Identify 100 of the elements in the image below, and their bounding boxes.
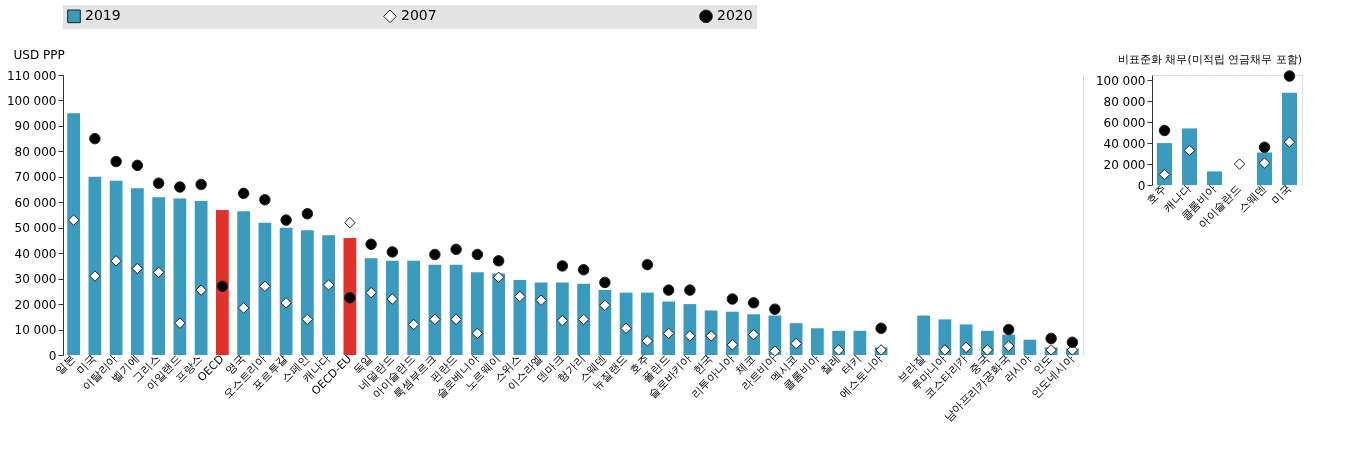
bar [428, 264, 442, 355]
point [960, 341, 972, 354]
point [1002, 323, 1015, 336]
point [1283, 70, 1296, 82]
bar [258, 222, 272, 355]
point [492, 271, 505, 284]
bar [1182, 128, 1197, 185]
point [89, 270, 101, 282]
point [471, 327, 484, 340]
point [641, 258, 654, 271]
y-tick-label: 20 000 [14, 297, 57, 312]
y-tick-label: 100 000 [6, 93, 57, 108]
bar [641, 292, 654, 355]
point [747, 328, 760, 341]
point [577, 313, 590, 326]
y-tick-label: 90 000 [14, 119, 57, 134]
point [1002, 340, 1015, 352]
bar [173, 198, 187, 355]
point [259, 280, 271, 293]
point [1066, 336, 1079, 349]
point [662, 284, 675, 296]
bar [577, 283, 590, 355]
bar [513, 279, 527, 355]
bar [598, 290, 612, 355]
point [1183, 144, 1196, 157]
legend-label: 2020 [717, 7, 753, 24]
bar [364, 258, 378, 355]
point [556, 314, 569, 327]
point [237, 302, 250, 314]
bar [322, 235, 335, 355]
y-tick-label: 0 [48, 348, 57, 363]
point [110, 255, 122, 267]
bar [1023, 339, 1037, 355]
y-tick-label: 40 000 [14, 246, 57, 261]
point [280, 297, 292, 309]
point [131, 159, 144, 172]
bar [1282, 92, 1297, 185]
bar [88, 176, 102, 355]
point [407, 318, 420, 331]
point [344, 291, 356, 304]
point [684, 330, 696, 342]
point [747, 297, 760, 309]
point [450, 313, 462, 326]
point [152, 266, 165, 279]
bar [811, 328, 824, 355]
point [237, 187, 250, 200]
bar [449, 264, 463, 355]
point [174, 317, 186, 329]
point [769, 303, 781, 315]
point [216, 280, 229, 293]
bar [152, 197, 165, 355]
legend-label: 2007 [401, 7, 437, 24]
point [535, 294, 547, 307]
point [726, 293, 739, 305]
point [1258, 141, 1271, 154]
y-tick-label: 30 000 [14, 272, 57, 287]
point [514, 290, 526, 303]
point [301, 207, 314, 220]
y-tick-label: 70 000 [14, 170, 57, 185]
point [67, 214, 80, 226]
point [365, 286, 377, 299]
point [599, 276, 611, 289]
bar [301, 230, 314, 355]
bar [386, 260, 399, 355]
point [195, 178, 207, 191]
bar [279, 227, 293, 355]
bar [109, 180, 123, 355]
y-tick-label: 110 000 [6, 68, 57, 83]
y-tick-label: 80 000 [1103, 94, 1146, 109]
point [1158, 168, 1171, 181]
point [450, 243, 462, 256]
bar [216, 209, 229, 355]
point [280, 214, 292, 226]
point [322, 279, 335, 291]
point [662, 327, 675, 340]
point [174, 181, 186, 193]
legend-label: 2019 [85, 7, 121, 24]
point [1158, 124, 1171, 137]
point [599, 299, 611, 312]
point [1283, 136, 1296, 148]
y-tick-label: 60 000 [1103, 115, 1146, 130]
point [875, 322, 887, 335]
y-tick-label: 100 000 [1095, 73, 1146, 88]
point [89, 132, 101, 145]
bar [407, 260, 420, 355]
point [195, 284, 207, 296]
bar [853, 330, 867, 355]
point [301, 313, 314, 326]
bar [492, 273, 505, 355]
y-tick-label: 50 000 [14, 221, 57, 236]
point [110, 155, 122, 168]
bar [194, 201, 208, 355]
point [365, 238, 377, 251]
point [726, 339, 739, 351]
point [1045, 332, 1057, 345]
point [471, 248, 484, 261]
bar [917, 315, 930, 355]
bar [556, 282, 569, 355]
bar [1207, 171, 1222, 185]
x-tick-label: 칠레 [818, 352, 843, 378]
